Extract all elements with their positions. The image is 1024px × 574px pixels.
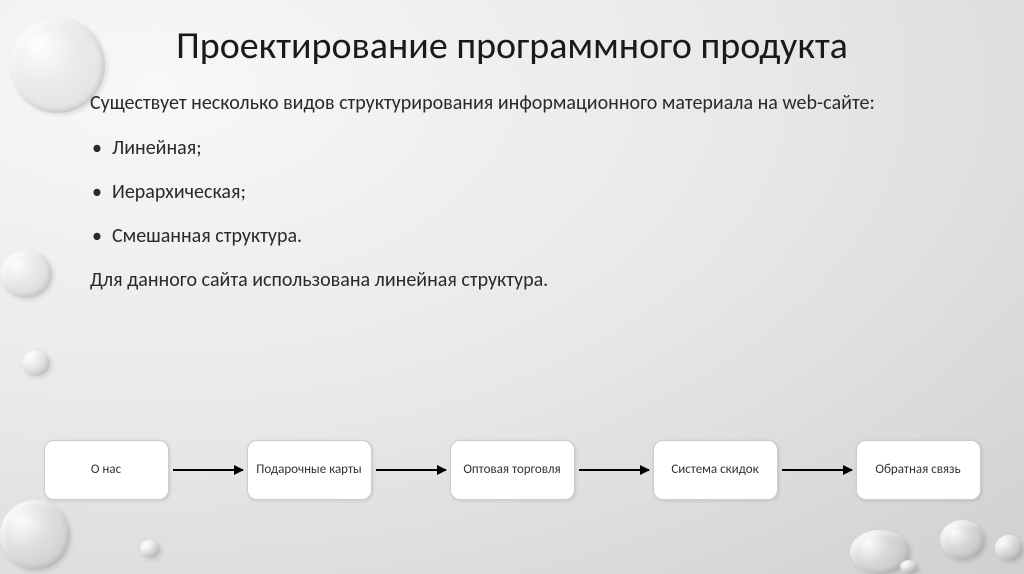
flow-node-wholesale: Оптовая торговля	[450, 440, 575, 500]
flow-node-discounts: Система скидок	[653, 440, 778, 500]
slide-title: Проектирование программного продукта	[90, 24, 934, 70]
arrow-icon	[173, 469, 243, 471]
droplet	[22, 350, 50, 376]
slide-content: Проектирование программного продукта Сущ…	[0, 0, 1024, 296]
droplet	[140, 540, 160, 558]
arrow-icon	[376, 469, 446, 471]
arrow-icon	[782, 469, 852, 471]
bullet-list: Линейная; Иерархическая; Смешанная струк…	[90, 133, 934, 251]
droplet	[900, 560, 918, 574]
bullet-item: Смешанная структура.	[90, 221, 934, 251]
droplet	[995, 535, 1023, 561]
droplet	[940, 520, 985, 560]
intro-paragraph: Существует несколько видов структурирова…	[90, 88, 934, 119]
bullet-item: Линейная;	[90, 133, 934, 163]
flow-node-gift-cards: Подарочные карты	[247, 440, 372, 500]
footer-paragraph: Для данного сайта использована линейная …	[90, 265, 934, 296]
arrow-icon	[579, 469, 649, 471]
linear-flowchart: О нас Подарочные карты Оптовая торговля …	[0, 440, 1024, 500]
droplet	[0, 500, 70, 570]
flow-node-about: О нас	[44, 440, 169, 500]
bullet-item: Иерархическая;	[90, 177, 934, 207]
flow-node-feedback: Обратная связь	[856, 440, 981, 500]
